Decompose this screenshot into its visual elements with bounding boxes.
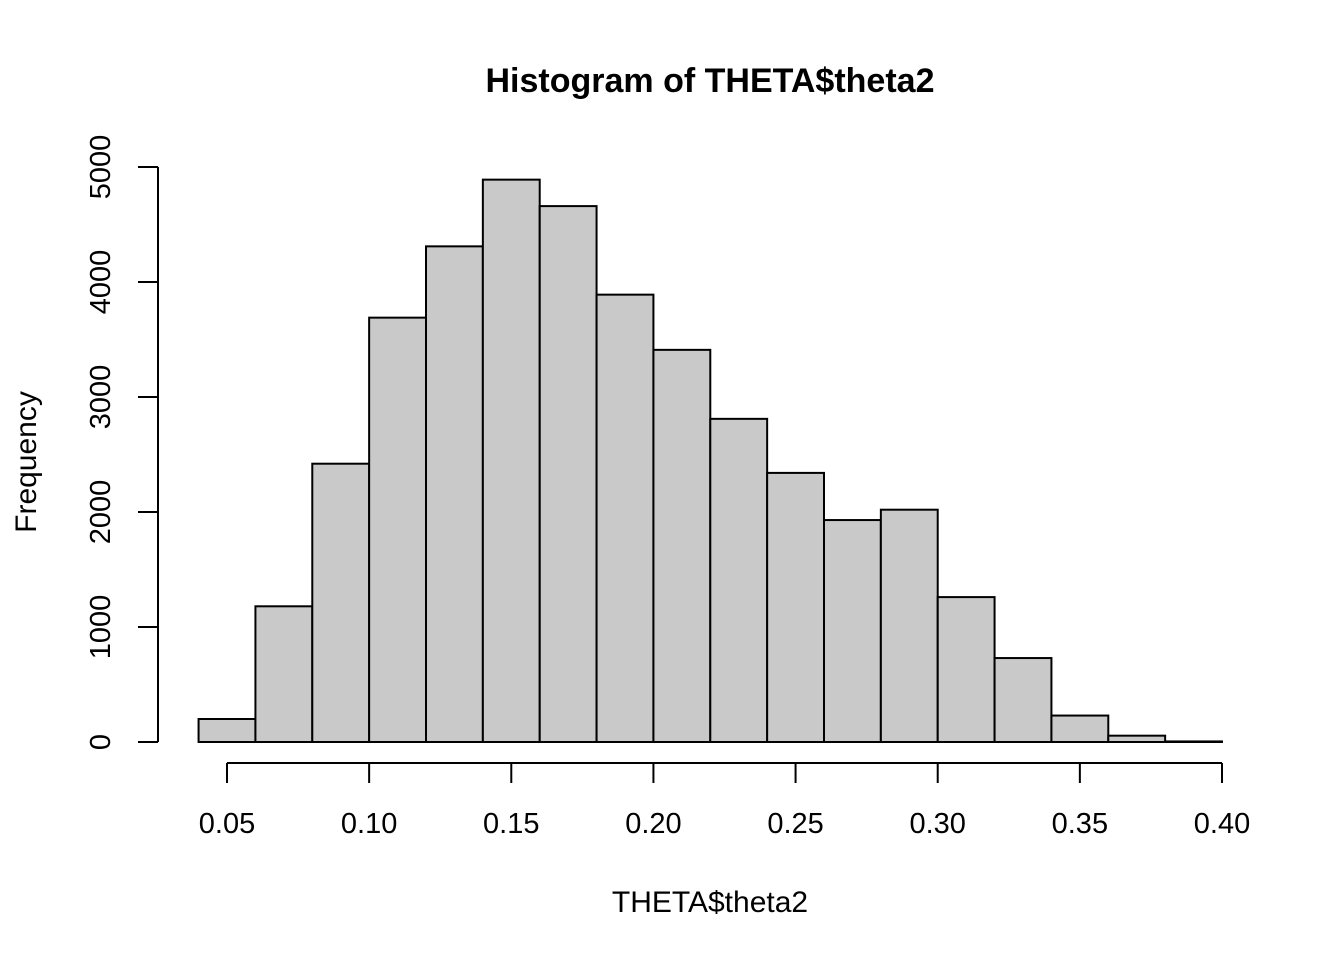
histogram-bar: [197, 718, 257, 743]
histogram-bar: [254, 605, 314, 743]
chart-title: Histogram of THETA$theta2: [486, 62, 935, 100]
histogram-bar: [936, 596, 996, 743]
x-tick-label: 0.10: [341, 808, 397, 840]
y-axis-label: Frequency: [10, 391, 43, 533]
y-tick-label: 4000: [85, 250, 117, 315]
y-axis: 0 1000 2000 3000 4000 5000: [85, 135, 159, 750]
y-tick-label: 0: [85, 734, 117, 750]
x-tick-label: 0.05: [199, 808, 255, 840]
y-tick-label: 1000: [85, 595, 117, 660]
histogram-bar: [879, 508, 939, 744]
x-tick-label: 0.25: [767, 808, 823, 840]
x-tick-label: 0.30: [909, 808, 965, 840]
histogram-bar: [481, 178, 541, 743]
histogram-bar: [1164, 740, 1223, 743]
x-tick-label: 0.15: [483, 808, 539, 840]
histogram-bar: [993, 657, 1053, 743]
x-tick-label: 0.20: [625, 808, 681, 840]
x-axis: 0.05 0.10 0.15 0.20 0.25 0.30 0.35 0.40: [199, 762, 1250, 840]
histogram-bar: [766, 471, 826, 743]
histogram-bar: [595, 293, 655, 743]
x-tick-label: 0.35: [1052, 808, 1108, 840]
histogram-bar: [538, 205, 598, 744]
histogram-bar: [425, 245, 484, 743]
histogram-bar: [1107, 734, 1167, 743]
histogram-bar: [311, 462, 371, 743]
y-tick-label: 5000: [85, 135, 117, 200]
histogram-bar: [368, 316, 427, 743]
histogram-bar: [1050, 714, 1110, 743]
x-tick-label: 0.40: [1194, 808, 1250, 840]
x-axis-label: THETA$theta2: [612, 886, 808, 919]
y-tick-label: 2000: [85, 480, 117, 545]
histogram-bar: [823, 519, 882, 743]
histogram-bar: [709, 417, 769, 743]
bars: [197, 178, 1223, 744]
histogram-bar: [652, 348, 712, 743]
y-tick-label: 3000: [85, 365, 117, 430]
